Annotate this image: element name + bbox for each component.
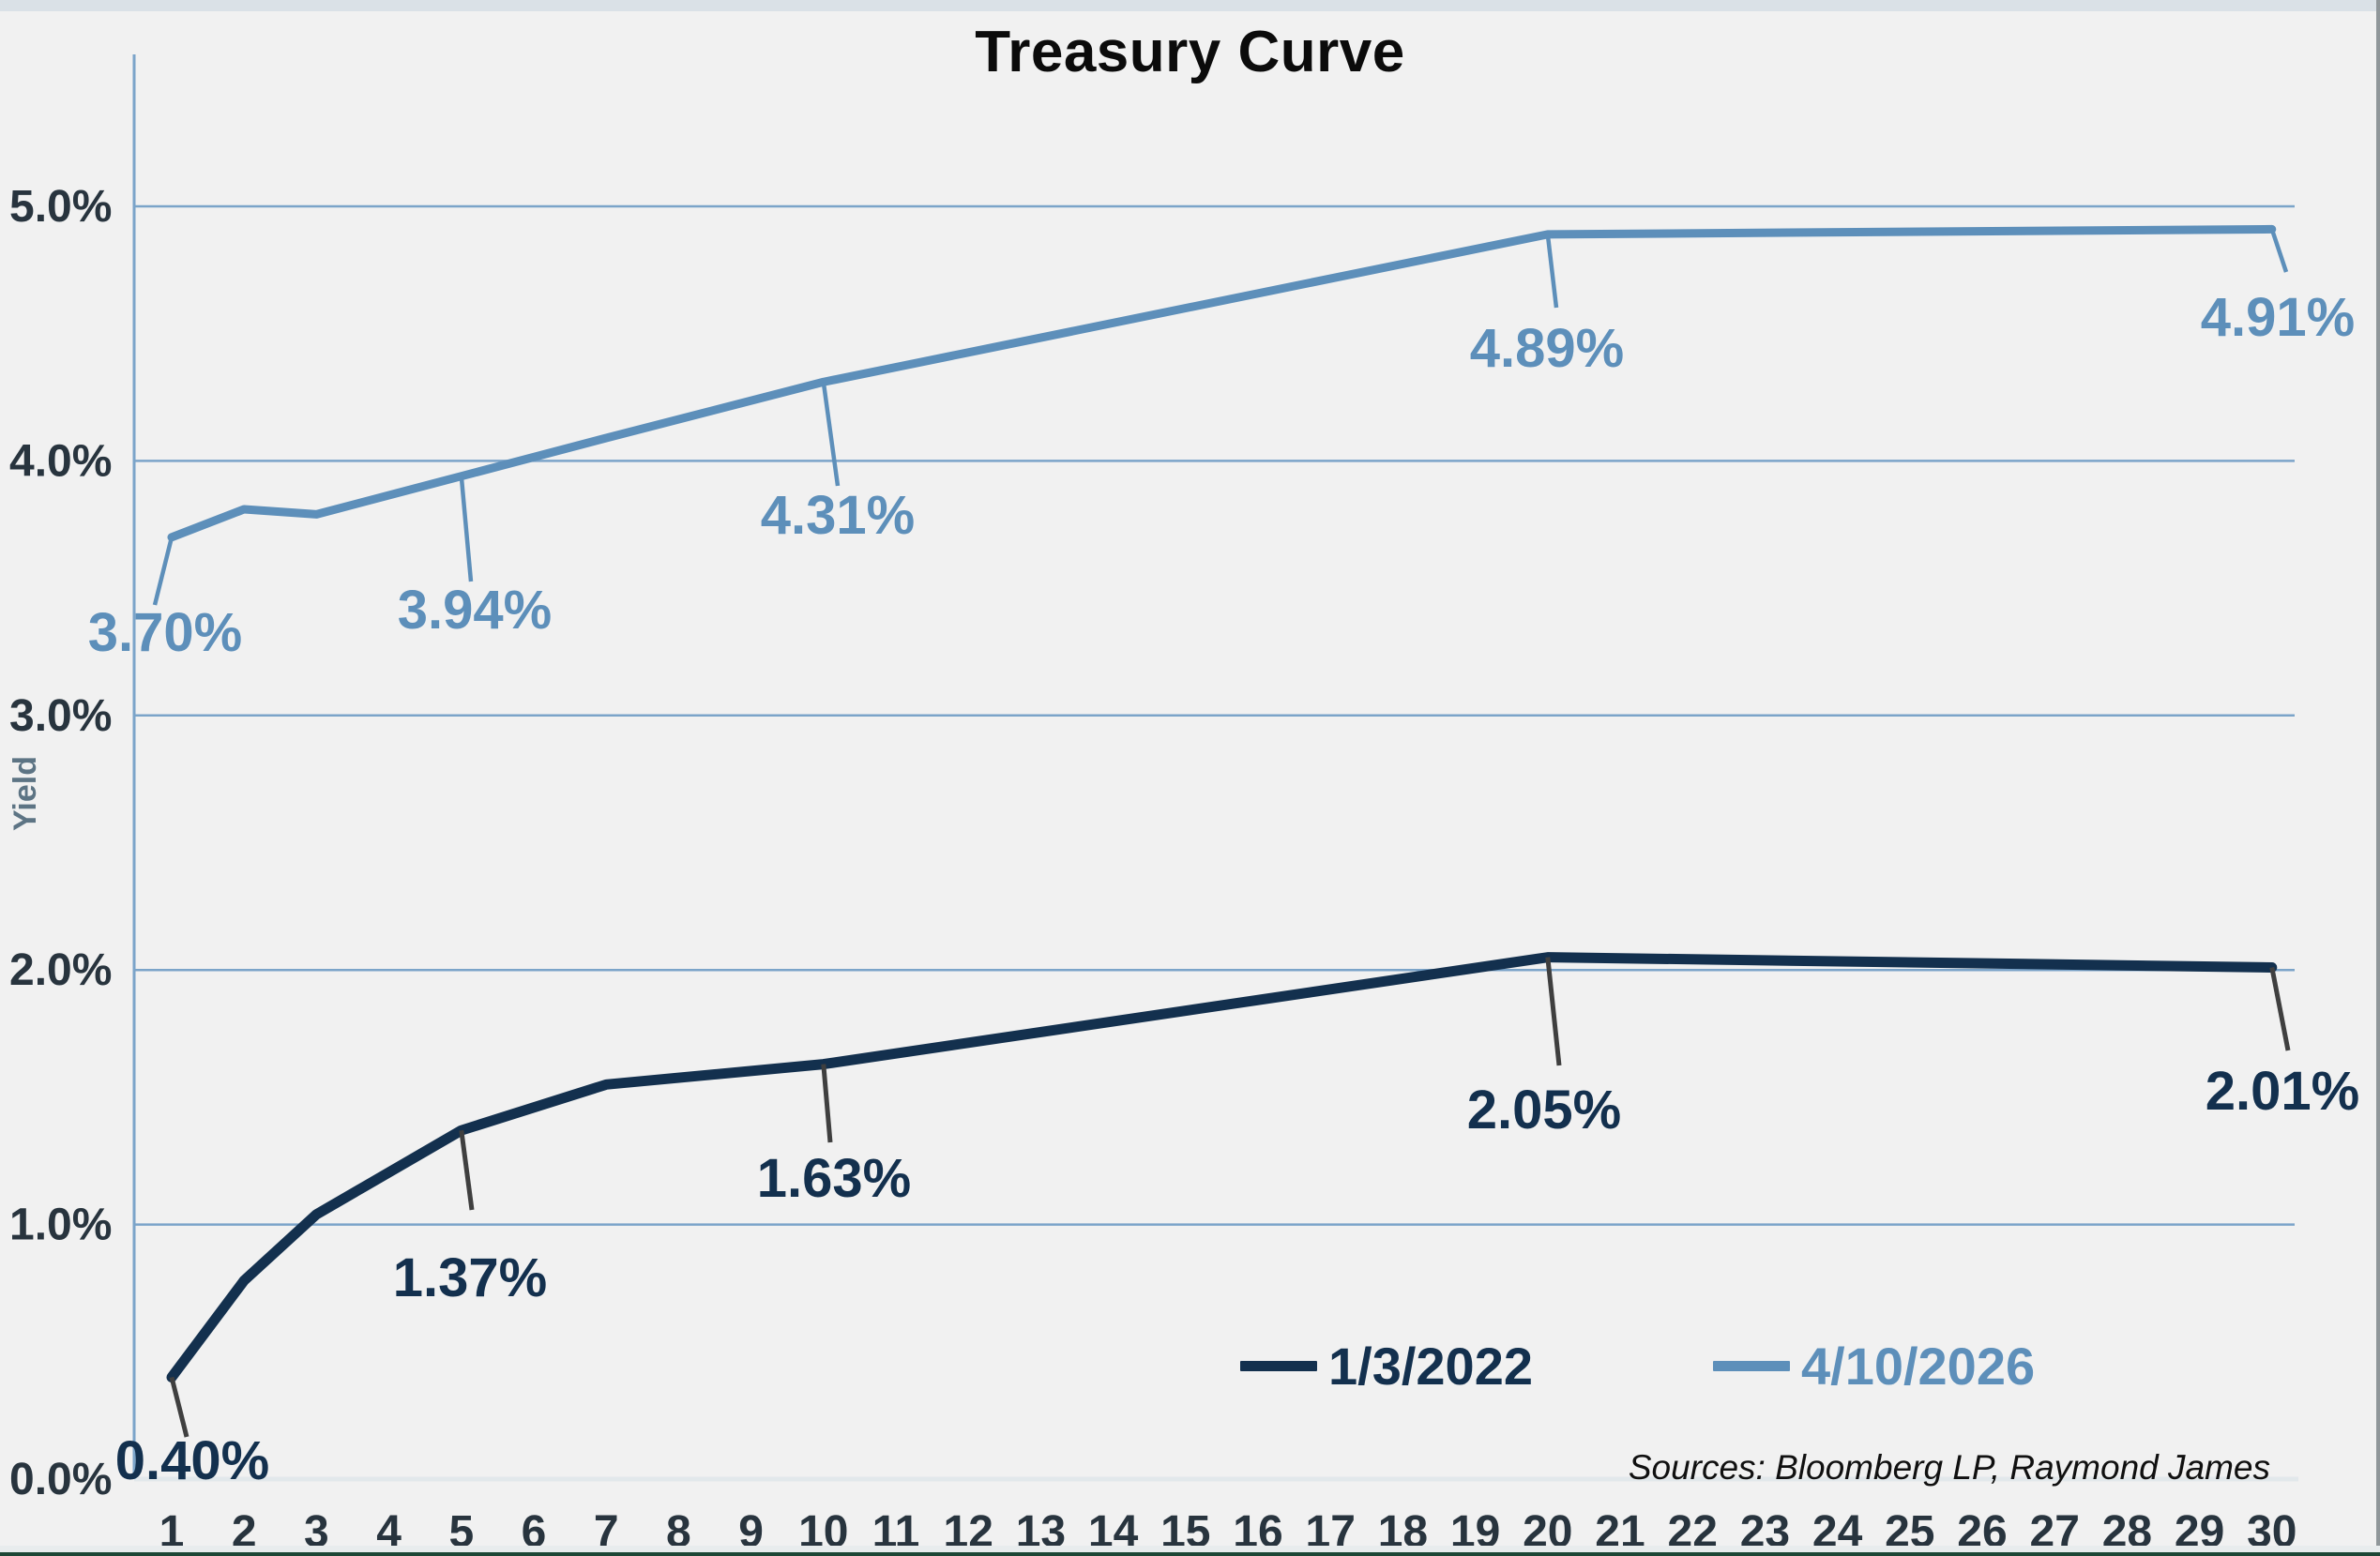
callout-leader-4.91% [2269,228,2289,273]
legend-swatch-2022 [1240,1361,1317,1371]
legend-item-2026: 4/10/2026 [1712,1336,2036,1397]
y-tick-1.0%: 1.0% [9,1201,112,1250]
callout-label-4.31%: 4.31% [761,485,915,546]
callout-leader-3.94% [459,476,474,582]
window-top-edge [0,0,2380,11]
y-axis-title: Yield [8,756,43,831]
series-line-4/10/2026 [167,224,2277,542]
callout-label-0.40%: 0.40% [115,1430,269,1491]
callout-label-4.91%: 4.91% [2201,287,2355,348]
callout-label-4.89%: 4.89% [1470,318,1624,379]
chart-title: Treasury Curve [975,20,1405,84]
window-right-edge [2376,0,2380,1556]
y-tick-0.0%: 0.0% [9,1455,112,1504]
callout-label-2.05%: 2.05% [1467,1080,1621,1141]
sources-note: Sources: Bloomberg LP, Raymond James [1628,1448,2270,1487]
legend: 1/3/2022 4/10/2026 [1240,1336,2035,1397]
y-tick-5.0%: 5.0% [9,182,112,232]
legend-item-2022: 1/3/2022 [1240,1336,1533,1397]
y-tick-4.0%: 4.0% [9,436,112,486]
callout-leader-4.89% [1545,234,1559,309]
legend-label-2022: 1/3/2022 [1328,1337,1533,1396]
callout-label-1.37%: 1.37% [393,1247,547,1308]
callout-label-3.70%: 3.70% [88,602,242,663]
callout-leader-1.37% [459,1129,475,1211]
legend-label-2026: 4/10/2026 [1800,1337,2036,1396]
window-bottom-strip [0,1546,2380,1552]
callout-leader-3.70% [152,536,174,606]
y-tick-2.0%: 2.0% [9,945,112,995]
window-bottom-edge [0,1552,2380,1556]
callout-label-1.63%: 1.63% [757,1148,911,1209]
callout-leader-2.05% [1545,957,1562,1066]
series-line-1/3/2022 [166,952,2278,1382]
callout-label-3.94%: 3.94% [398,580,552,641]
legend-swatch-2026 [1712,1361,1790,1371]
callout-leader-4.31% [821,381,841,487]
callout-leader-0.40% [169,1376,189,1438]
callout-label-2.01%: 2.01% [2206,1061,2359,1122]
y-tick-3.0%: 3.0% [9,691,112,741]
callout-leader-1.63% [821,1064,833,1143]
callout-leader-2.01% [2269,967,2291,1051]
